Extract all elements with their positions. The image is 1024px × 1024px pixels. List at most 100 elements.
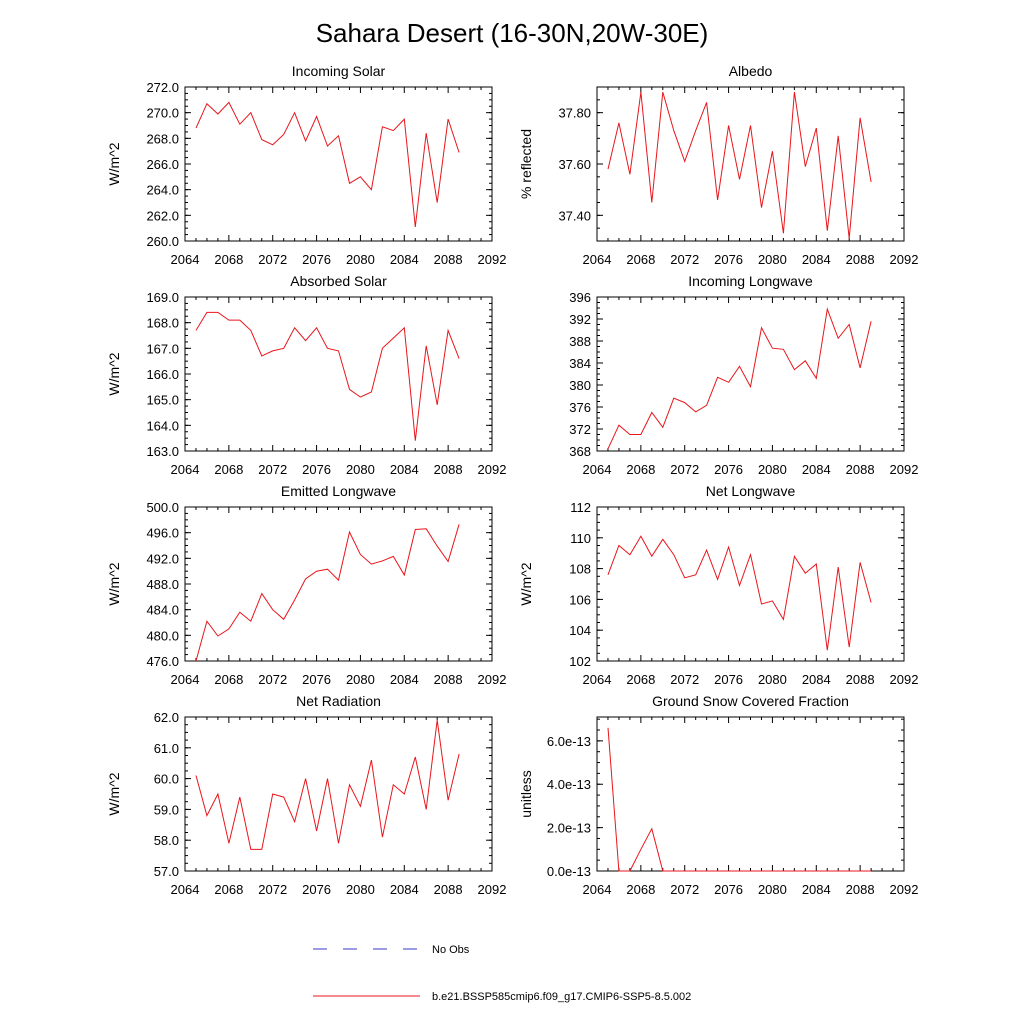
x-tick-label: 2092 [478, 462, 507, 477]
y-tick-label: 110 [570, 531, 591, 546]
y-tick-label: 169.0 [146, 290, 179, 305]
x-tick-label: 2072 [670, 882, 699, 897]
y-tick-label: 37.80 [558, 106, 591, 121]
panel: Incoming Longwave 2064 2068 2072 2076 2080 208… [569, 273, 918, 477]
y-axis-label: W/m^2 [106, 142, 122, 185]
y-tick-label: 104 [569, 623, 591, 638]
panel-title: Incoming Longwave [688, 273, 813, 289]
y-tick-label: 500.0 [146, 500, 179, 515]
series-line [607, 535, 872, 651]
x-tick-label: 2076 [714, 672, 743, 687]
y-tick-label: 488.0 [146, 577, 179, 592]
legend-model-label: b.e21.BSSP585cmip6.f09_g17.CMIP6-SSP5-8.… [432, 991, 691, 1003]
y-tick-label: 57.0 [154, 864, 179, 879]
x-tick-label: 2076 [714, 252, 743, 267]
y-tick-label: 480.0 [146, 628, 179, 643]
x-tick-label: 2092 [890, 882, 919, 897]
x-tick-label: 2088 [434, 882, 463, 897]
x-tick-label: 2068 [214, 462, 243, 477]
x-tick-label: 2088 [846, 882, 875, 897]
y-axis-label: W/m^2 [106, 772, 122, 815]
panel: Net Longwave 2064 2068 2072 2076 2080 2084 2088… [518, 483, 918, 687]
x-tick-label: 2072 [670, 252, 699, 267]
x-tick-label: 2080 [758, 882, 787, 897]
x-tick-label: 2092 [478, 672, 507, 687]
x-tick-label: 2084 [390, 252, 419, 267]
y-tick-label: 164.0 [146, 418, 179, 433]
x-tick-label: 2092 [890, 252, 919, 267]
x-tick-label: 2084 [390, 462, 419, 477]
plot-frame [596, 716, 905, 872]
y-tick-label: 368 [569, 444, 591, 459]
y-tick-label: 58.0 [154, 833, 179, 848]
plot-frame [184, 506, 493, 662]
panel: Emitted Longwave 2064 2068 2072 2076 2080 2084… [106, 483, 506, 687]
x-tick-label: 2088 [846, 672, 875, 687]
x-tick-label: 2072 [258, 462, 287, 477]
x-tick-label: 2088 [434, 462, 463, 477]
x-tick-label: 2080 [758, 252, 787, 267]
legend-obs-label: No Obs [432, 944, 470, 956]
x-tick-label: 2080 [346, 672, 375, 687]
x-tick-label: 2072 [670, 462, 699, 477]
x-tick-label: 2088 [434, 672, 463, 687]
x-tick-label: 2084 [802, 462, 831, 477]
panel-title: Ground Snow Covered Fraction [652, 693, 849, 709]
y-tick-label: 384 [569, 356, 591, 371]
x-tick-label: 2088 [846, 252, 875, 267]
x-tick-label: 2092 [478, 252, 507, 267]
y-tick-label: 260.0 [146, 234, 179, 249]
y-tick-label: 388 [569, 334, 591, 349]
x-tick-label: 2092 [478, 882, 507, 897]
y-tick-label: 372 [569, 422, 591, 437]
x-tick-label: 2068 [214, 252, 243, 267]
y-tick-label: 106 [569, 592, 591, 607]
panel-title: Net Radiation [296, 693, 381, 709]
panel-title: Incoming Solar [292, 63, 386, 79]
plot-frame [596, 296, 905, 452]
x-tick-label: 2068 [626, 882, 655, 897]
y-tick-label: 268.0 [146, 131, 179, 146]
y-tick-label: 6.0e-13 [547, 734, 591, 749]
y-tick-label: 37.40 [558, 208, 591, 223]
panel-title: Net Longwave [706, 483, 796, 499]
x-tick-label: 2064 [583, 252, 612, 267]
x-tick-label: 2068 [214, 882, 243, 897]
panel: Albedo 2064 2068 2072 2076 2080 2084 2088 2092 37… [518, 63, 918, 267]
x-tick-label: 2068 [214, 672, 243, 687]
x-tick-label: 2084 [390, 672, 419, 687]
x-tick-label: 2084 [802, 252, 831, 267]
x-tick-label: 2064 [583, 672, 612, 687]
x-tick-label: 2064 [583, 462, 612, 477]
y-tick-label: 165.0 [146, 393, 179, 408]
y-tick-label: 112 [570, 500, 591, 515]
x-tick-label: 2076 [714, 462, 743, 477]
x-tick-label: 2080 [346, 882, 375, 897]
y-tick-label: 2.0e-13 [547, 821, 591, 836]
y-tick-label: 270.0 [146, 106, 179, 121]
x-tick-label: 2072 [258, 882, 287, 897]
y-axis-label: W/m^2 [106, 562, 122, 605]
y-tick-label: 37.60 [558, 157, 591, 172]
x-tick-label: 2076 [302, 462, 331, 477]
x-tick-label: 2080 [346, 462, 375, 477]
y-tick-label: 62.0 [154, 710, 179, 725]
x-tick-label: 2092 [890, 672, 919, 687]
panels: Incoming Solar 2064 2068 2072 2076 2080 2084 20… [106, 63, 918, 897]
x-tick-label: 2068 [626, 462, 655, 477]
panel-title: Albedo [729, 63, 773, 79]
y-tick-label: 167.0 [146, 341, 179, 356]
series-line [195, 720, 460, 850]
plot-frame [184, 86, 493, 242]
series-line [607, 307, 872, 450]
x-tick-label: 2076 [302, 672, 331, 687]
y-tick-label: 166.0 [146, 367, 179, 382]
x-tick-label: 2072 [670, 672, 699, 687]
figure-title: Sahara Desert (16-30N,20W-30E) [316, 18, 709, 48]
y-tick-label: 264.0 [146, 183, 179, 198]
y-tick-label: 60.0 [154, 772, 179, 787]
x-tick-label: 2076 [302, 882, 331, 897]
y-tick-label: 396 [569, 290, 591, 305]
y-tick-label: 61.0 [154, 741, 179, 756]
